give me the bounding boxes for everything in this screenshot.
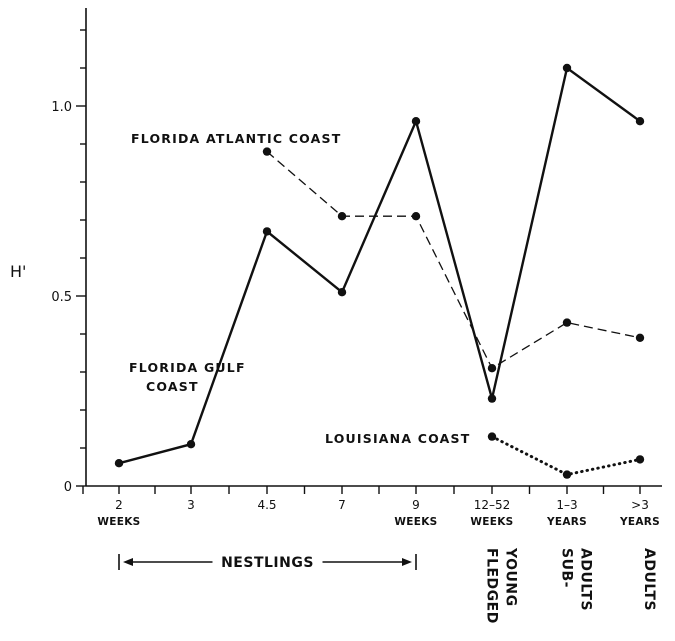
x-tick-sublabel: WEEKS: [394, 516, 437, 528]
x-tick-label: 12–52: [474, 498, 511, 512]
x-tick-label: 4.5: [257, 498, 276, 512]
data-point: [114, 459, 124, 468]
data-point: [562, 318, 572, 327]
groups-layer: NESTLINGS FLEDGED YOUNG SUB- ADULTS ADULTS: [118, 547, 657, 624]
series-line-1: [118, 65, 641, 465]
series-layer: [114, 63, 645, 479]
labels-layer: FLORIDA ATLANTIC COAST FLORIDA GULF COAST L…: [129, 131, 470, 446]
data-point: [635, 117, 645, 126]
series-line-2: [490, 435, 642, 477]
data-point: [562, 63, 572, 73]
data-point: [262, 227, 272, 236]
data-point: [262, 147, 272, 156]
x-tick-sublabel: WEEKS: [97, 516, 140, 528]
group-arrowhead-right: [402, 558, 412, 566]
axes: 0 0.5 1.0 H' 2 WEEKS 3 4.5 7 9 WEEKS 12–52 WEEKS 1–3 Y…: [10, 8, 662, 528]
group-label-vertical: FLEDGED: [484, 548, 500, 624]
group-label-vertical: ADULTS: [641, 548, 657, 611]
group-label-vertical: SUB-: [559, 548, 575, 588]
group-label-vertical: ADULTS: [578, 548, 594, 611]
data-point: [411, 212, 421, 221]
group-arrowhead-left: [123, 558, 133, 566]
x-tick-sublabel: YEARS: [546, 516, 587, 528]
y-tick-label: 1.0: [51, 100, 72, 115]
x-tick-label: 9: [412, 498, 420, 512]
data-point: [487, 394, 497, 403]
series-line-0: [266, 151, 641, 370]
data-point: [635, 455, 645, 464]
y-tick-label: 0: [64, 480, 72, 495]
y-tick-label: 0.5: [51, 290, 72, 305]
x-tick-label: 7: [338, 498, 346, 512]
x-tick-sublabel: WEEKS: [470, 516, 513, 528]
data-point: [337, 288, 347, 297]
x-tick-sublabel: YEARS: [619, 516, 660, 528]
data-point: [562, 470, 572, 479]
series-label: FLORIDA GULF: [129, 360, 246, 375]
y-axis-label: H': [10, 262, 26, 281]
x-tick-label: 2: [115, 498, 123, 512]
data-point: [337, 212, 347, 221]
data-point: [635, 333, 645, 342]
x-tick-label: >3: [631, 498, 649, 512]
group-label-nestlings: NESTLINGS: [221, 555, 314, 571]
x-tick-label: 1–3: [556, 498, 577, 512]
data-point: [186, 440, 196, 449]
data-point: [411, 117, 421, 126]
series-label: COAST: [146, 379, 199, 394]
x-tick-label: 3: [187, 498, 195, 512]
series-label: FLORIDA ATLANTIC COAST: [131, 131, 341, 146]
group-label-vertical: YOUNG: [503, 547, 519, 607]
series-label: LOUISIANA COAST: [325, 431, 470, 446]
data-point: [487, 364, 497, 373]
data-point: [487, 432, 497, 441]
